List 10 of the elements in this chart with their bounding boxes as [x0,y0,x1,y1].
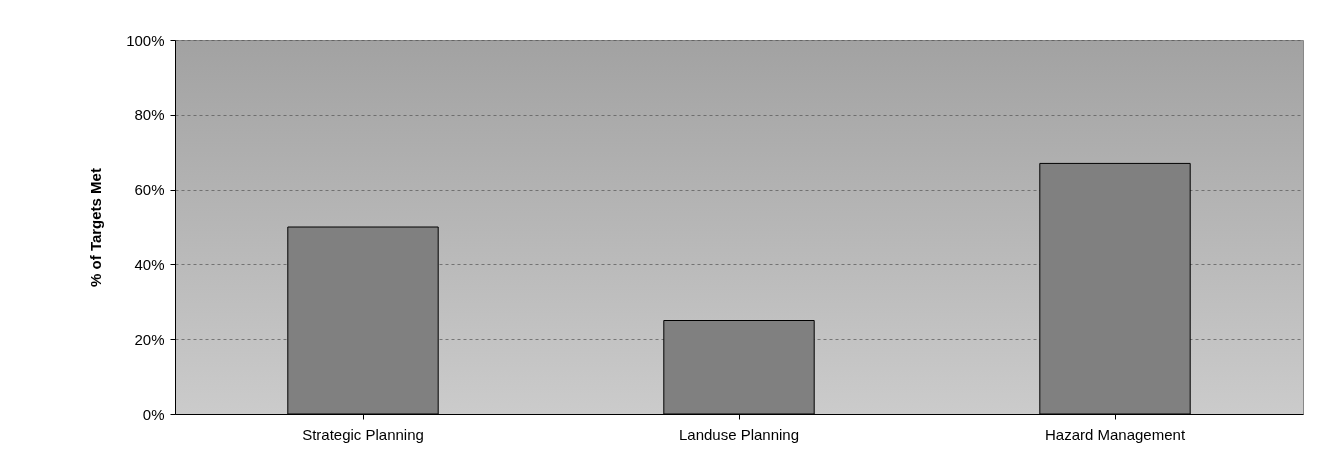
y-tick-label: 80% [134,106,165,124]
y-tick-label: 60% [134,181,165,199]
y-tick-label: 40% [134,255,165,273]
x-tick-label: Hazard Management [1044,425,1186,443]
y-tick-label: 20% [134,330,165,348]
y-tick-label: 100% [126,31,165,49]
y-tick-label: 0% [142,405,165,423]
y-axis-title: % of Targets Met [87,168,105,287]
x-tick-label: Strategic Planning [302,425,424,443]
x-tick-label: Landuse Planning [678,425,800,443]
